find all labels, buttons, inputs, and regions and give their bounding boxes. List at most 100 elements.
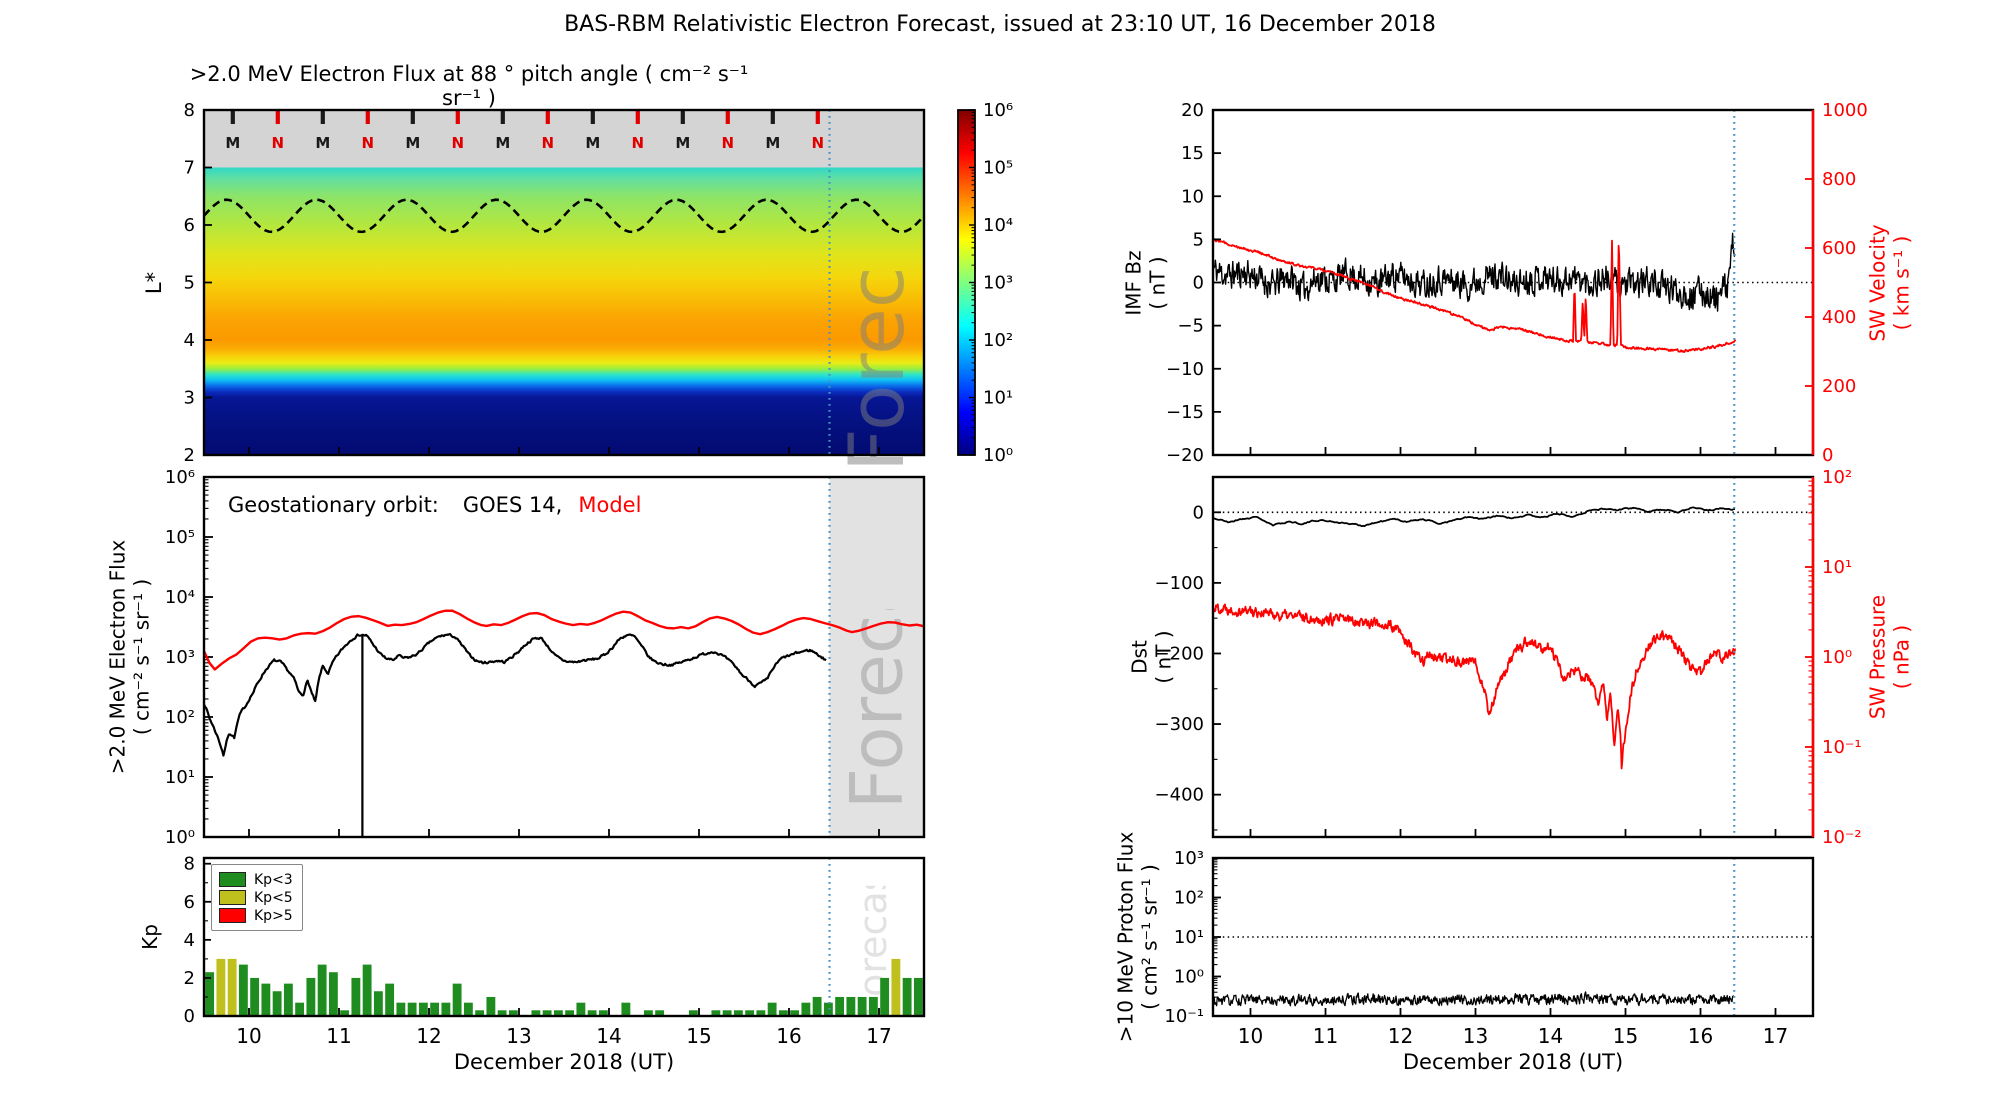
local-time-marker-label: M	[405, 134, 420, 152]
right-tick-label: 0	[1822, 445, 1833, 466]
right-tick-label: 10¹	[1822, 557, 1852, 578]
dst-axis-label-line2: ( nT )	[1152, 630, 1176, 684]
forecast-watermark: Forecast	[835, 505, 919, 810]
kp-bar	[351, 977, 361, 1016]
sw-pressure-line	[1213, 603, 1737, 770]
electron-flux-heatmap	[204, 167, 924, 455]
panel-frame	[202, 856, 926, 1018]
sw-velocity-axis-label-line2: ( km s⁻¹ )	[1890, 235, 1914, 331]
panel-frame	[202, 108, 926, 457]
kp-bar	[655, 1010, 665, 1016]
local-time-marker-label: N	[362, 134, 375, 152]
right-tick-label: 1000	[1822, 100, 1868, 121]
y-tick-label: 3	[184, 388, 195, 409]
kp-bar	[306, 977, 316, 1016]
kp-bar	[295, 1002, 305, 1016]
dst-axis-label: Dst ( nT )	[1128, 630, 1177, 683]
imf-bz-line	[1213, 232, 1736, 312]
kp-bar	[396, 1002, 406, 1016]
kp-bar	[418, 1002, 428, 1016]
local-time-marker-label: N	[272, 134, 285, 152]
y-tick-label: 0	[1193, 273, 1204, 294]
kp-bar	[340, 1010, 350, 1016]
local-time-marker-label: M	[765, 134, 780, 152]
local-time-marker-label: M	[675, 134, 690, 152]
kp-bar	[452, 983, 462, 1016]
electron-flux-axis-label-line1: >2.0 MeV Electron Flux	[105, 539, 130, 775]
sw-pressure-axis-label-line1: SW Pressure	[1865, 594, 1890, 720]
kp-bar	[328, 972, 338, 1016]
kp-bar	[250, 977, 260, 1016]
y-tick-label: 10³	[165, 647, 195, 668]
kp-bar	[722, 1010, 732, 1016]
kp-bar	[475, 1010, 485, 1016]
local-time-marker-label: M	[225, 134, 240, 152]
y-tick-label: 0	[184, 1006, 195, 1027]
kp-bar	[846, 996, 856, 1016]
x-tick-label: 14	[596, 1024, 621, 1048]
sw-pressure-axis-label: SW Pressure ( nPa )	[1866, 595, 1915, 719]
kp-bar	[441, 1002, 451, 1016]
kp-legend-label: Kp>5	[254, 907, 293, 924]
kp-bar	[463, 1002, 473, 1016]
y-tick-label: 10⁶	[165, 467, 195, 488]
colorbar	[958, 110, 975, 455]
right-tick-label: 10⁰	[1822, 647, 1852, 668]
kp-bar	[216, 958, 226, 1016]
electron-flux-axis-label-line2: ( cm⁻² s⁻¹ sr⁻¹ )	[130, 578, 154, 736]
x-tick-label: 12	[1388, 1024, 1413, 1048]
y-tick-label: 10⁰	[1174, 967, 1204, 988]
kp-bar	[385, 983, 395, 1016]
kp-bar	[261, 983, 271, 1016]
x-tick-label: 15	[686, 1024, 711, 1048]
x-tick-label: 11	[326, 1024, 351, 1048]
y-tick-label: 0	[1193, 502, 1204, 523]
kp-bar	[711, 1010, 721, 1016]
kp-bar	[373, 991, 383, 1016]
kp-bar	[823, 1002, 833, 1016]
kp-bar	[598, 1010, 608, 1016]
dst-line	[1213, 506, 1736, 528]
colorbar-tick-label: 10³	[983, 273, 1013, 294]
kp-legend-entry: Kp>5	[219, 908, 293, 923]
x-tick-label: 10	[236, 1024, 261, 1048]
page-title: BAS-RBM Relativistic Electron Forecast, …	[564, 12, 1436, 37]
y-tick-label: 2	[184, 445, 195, 466]
kp-bar	[767, 1002, 777, 1016]
x-tick-label: 14	[1538, 1024, 1563, 1048]
y-tick-label: 10²	[165, 707, 195, 728]
electron-flux-axis-label: >2.0 MeV Electron Flux ( cm⁻² s⁻¹ sr⁻¹ )	[106, 540, 155, 774]
x-tick-label: 13	[1463, 1024, 1488, 1048]
kp-bar	[801, 1002, 811, 1016]
kp-bar	[891, 958, 901, 1016]
right-tick-label: 600	[1822, 238, 1856, 259]
y-tick-label: 10⁵	[165, 527, 195, 548]
kp-bar	[790, 1010, 800, 1016]
kp-bar	[733, 1010, 743, 1016]
kp-bar	[362, 964, 372, 1016]
colorbar-tick-label: 10⁴	[983, 215, 1013, 236]
local-time-marker-label: N	[812, 134, 825, 152]
y-tick-label: 15	[1181, 143, 1204, 164]
kp-bar	[745, 1010, 755, 1016]
kp-bar	[857, 996, 867, 1016]
x-tick-label: 16	[1688, 1024, 1713, 1048]
y-tick-label: 6	[184, 215, 195, 236]
kp-bar	[238, 964, 248, 1016]
y-tick-label: 10¹	[165, 767, 195, 788]
colorbar-frame	[957, 109, 976, 456]
colorbar-tick-label: 10⁶	[983, 100, 1013, 121]
x-tick-label: 17	[866, 1024, 891, 1048]
kp-bar	[227, 958, 237, 1016]
forecast-region-fill	[829, 477, 924, 837]
y-tick-label: 10³	[1174, 848, 1204, 869]
right-tick-label: 800	[1822, 169, 1856, 190]
annotation-model: Model	[578, 493, 642, 517]
imf-bz-axis-label-line1: IMF Bz	[1121, 250, 1146, 316]
kp-bar	[205, 972, 215, 1016]
kp-legend-entry: Kp<5	[219, 890, 293, 905]
spectrogram-title: >2.0 MeV Electron Flux at 88 ° pitch ang…	[189, 62, 749, 110]
y-tick-label: 5	[184, 273, 195, 294]
y-tick-label: −10	[1166, 359, 1204, 380]
